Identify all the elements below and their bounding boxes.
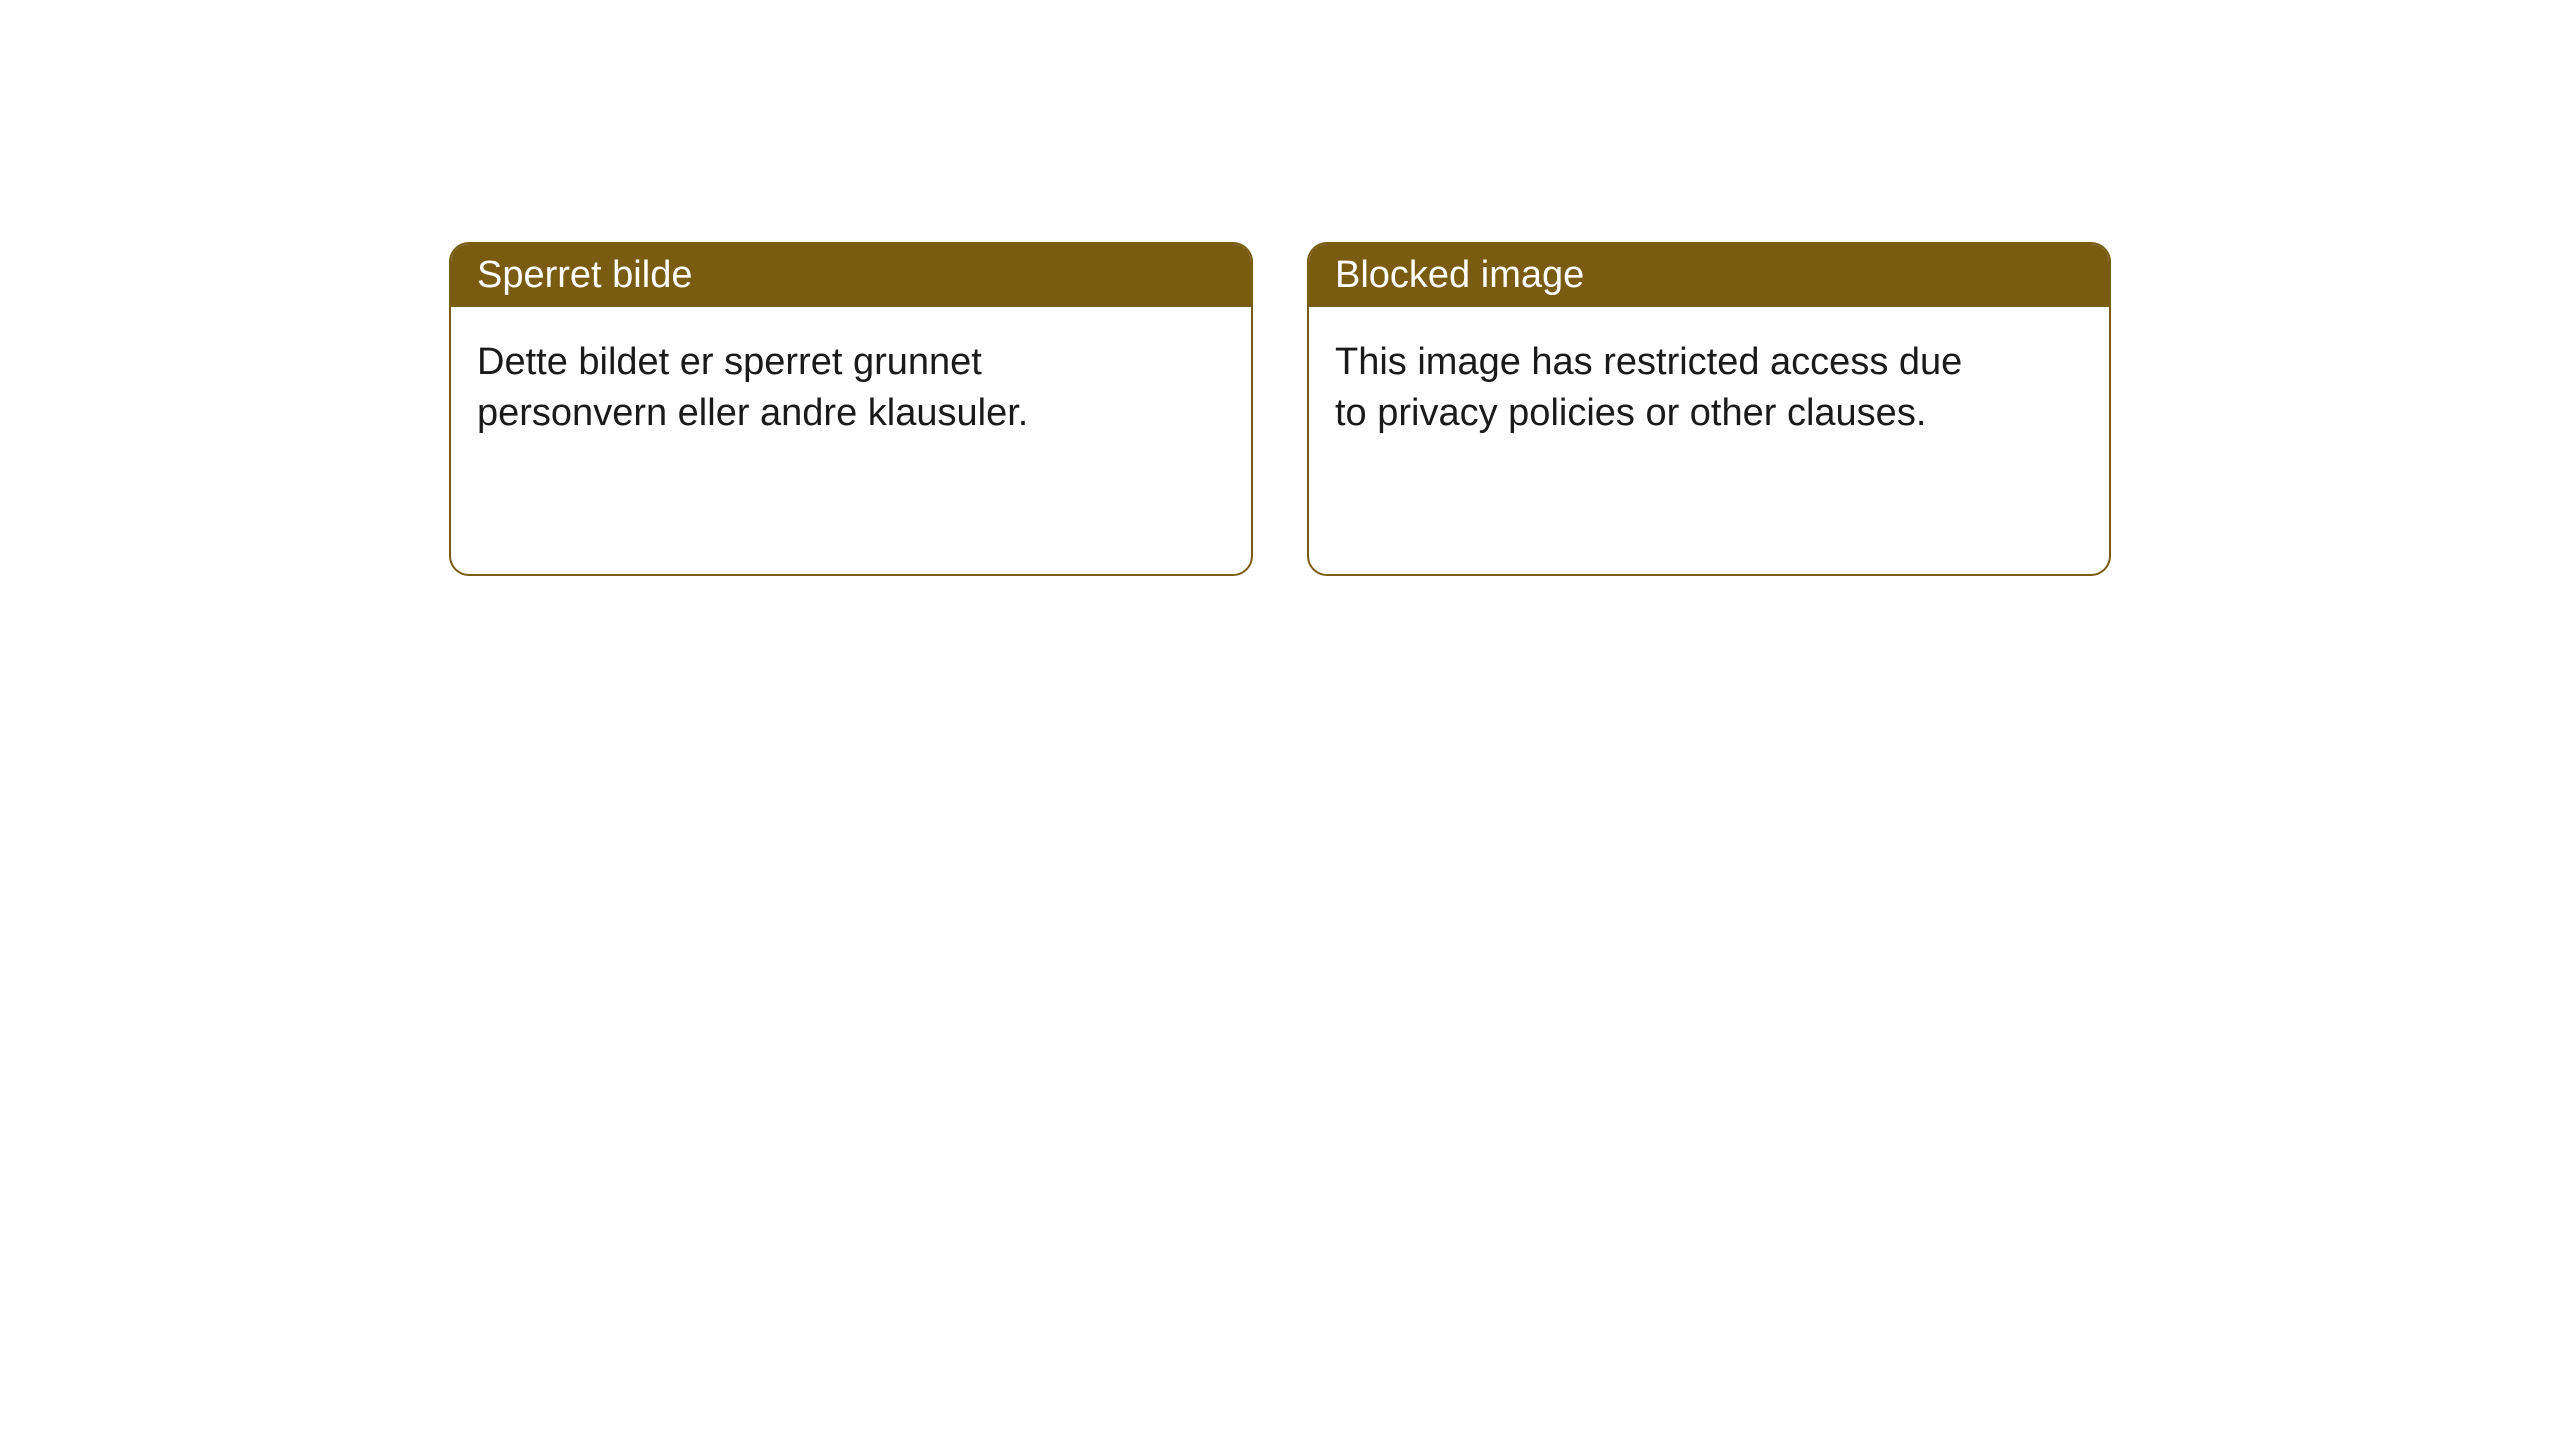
card-text: This image has restricted access due to … — [1335, 341, 1962, 434]
card-text: Dette bildet er sperret grunnet personve… — [477, 341, 1028, 434]
card-body: Dette bildet er sperret grunnet personve… — [451, 307, 1151, 470]
notice-card-norwegian: Sperret bilde Dette bildet er sperret gr… — [449, 242, 1253, 576]
card-title: Blocked image — [1335, 254, 1584, 296]
card-header: Blocked image — [1309, 244, 2109, 307]
card-title: Sperret bilde — [477, 254, 692, 296]
notice-card-english: Blocked image This image has restricted … — [1307, 242, 2111, 576]
notice-container: Sperret bilde Dette bildet er sperret gr… — [0, 0, 2560, 576]
card-body: This image has restricted access due to … — [1309, 307, 2009, 470]
card-header: Sperret bilde — [451, 244, 1251, 307]
